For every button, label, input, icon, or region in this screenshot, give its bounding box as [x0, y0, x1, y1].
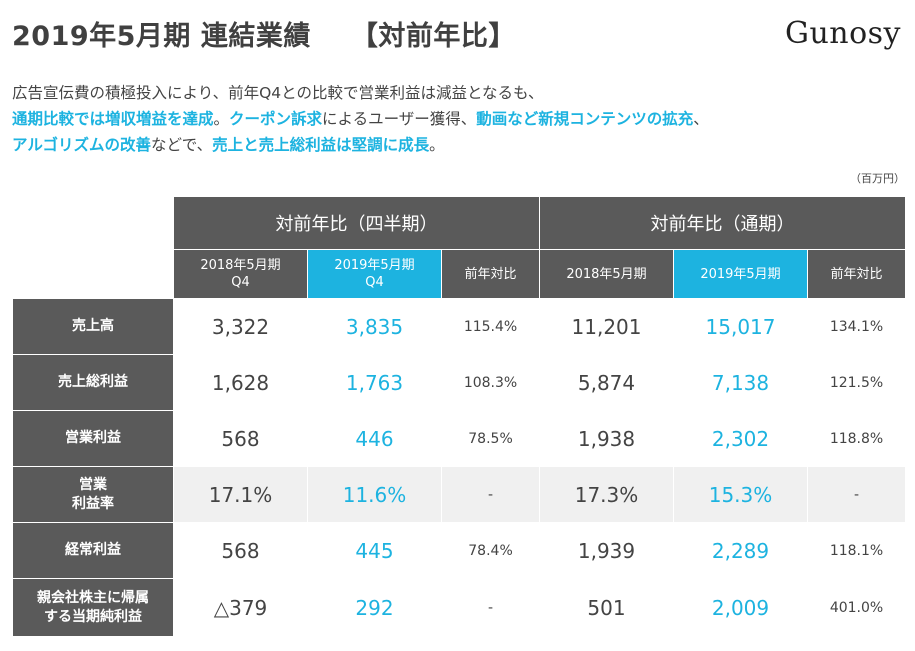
cell-q-prev: 1,628	[173, 354, 308, 411]
row-label: 利益率	[72, 495, 114, 512]
cell-q-yoy: 78.5%	[440, 410, 541, 467]
cell-f-prev: 1,939	[539, 522, 675, 579]
cell-q-prev: △379	[173, 578, 308, 637]
table-row-gross-profit: 売上総利益 1,628 1,763 108.3% 5,874 7,138 121…	[12, 354, 907, 411]
title-main: 2019年5月期 連結業績	[12, 21, 311, 52]
cell-f-yoy: 401.0%	[807, 578, 907, 637]
row-label: 営業利益	[65, 430, 121, 446]
cell-q-yoy: 78.4%	[440, 522, 541, 579]
summary-highlight: アルゴリズムの改善	[12, 136, 152, 154]
cell-f-cur: 15,017	[673, 298, 809, 355]
table-row-revenue: 売上高 3,322 3,835 115.4% 11,201 15,017 134…	[12, 298, 907, 355]
col-header-q-prev: 2018年5月期 Q4	[173, 249, 308, 299]
summary-highlight: 動画など新規コンテンツの拡充	[476, 110, 694, 128]
col-header-f-yoy: 前年対比	[807, 249, 907, 299]
row-header: 売上総利益	[12, 354, 174, 411]
col-header-f-cur: 2019年5月期	[673, 249, 809, 299]
summary-line-3: アルゴリズムの改善などで、売上と売上総利益は堅調に成長。	[12, 132, 709, 158]
cell-f-prev: 5,874	[539, 354, 675, 411]
cell-f-cur: 2,302	[673, 410, 809, 467]
results-table: 対前年比（四半期） 対前年比（通期） 2018年5月期 Q4 2019年5月期 Q4…	[12, 196, 907, 637]
cell-f-yoy: 121.5%	[807, 354, 907, 411]
cell-q-yoy: 115.4%	[440, 298, 541, 355]
cell-q-cur: 445	[307, 522, 442, 579]
col-header-text: Q4	[365, 275, 384, 290]
cell-f-yoy: -	[807, 466, 907, 523]
cell-q-yoy: 108.3%	[440, 354, 541, 411]
summary-line-1: 広告宣伝費の積極投入により、前年Q4との比較で営業利益は減益となるも、	[12, 80, 709, 106]
summary-text: によるユーザー獲得、	[322, 110, 477, 128]
gunosy-logo: Gunosy	[784, 16, 901, 51]
table-row-operating-margin: 営業利益率 17.1% 11.6% - 17.3% 15.3% -	[12, 466, 907, 523]
row-label: 売上高	[72, 318, 114, 334]
cell-q-cur: 292	[307, 578, 442, 637]
cell-f-yoy: 118.1%	[807, 522, 907, 579]
cell-f-yoy: 118.8%	[807, 410, 907, 467]
summary-text: 。	[429, 136, 445, 154]
cell-f-cur: 7,138	[673, 354, 809, 411]
group-header-row: 対前年比（四半期） 対前年比（通期）	[12, 196, 907, 299]
cell-q-prev: 568	[173, 522, 308, 579]
cell-f-prev: 17.3%	[539, 466, 675, 523]
col-header-f-prev: 2018年5月期	[539, 249, 675, 299]
col-header-text: 2019年5月期	[334, 258, 415, 273]
row-header: 売上高	[12, 298, 174, 355]
unit-label: （百万円）	[850, 172, 905, 185]
cell-f-cur: 2,289	[673, 522, 809, 579]
summary-text: 、	[693, 110, 709, 128]
cell-q-cur: 3,835	[307, 298, 442, 355]
row-label: 営業	[79, 476, 107, 493]
col-header-text: Q4	[231, 275, 250, 290]
summary-text-1: 広告宣伝費の積極投入により、前年Q4との比較で営業利益は減益となるも、	[12, 84, 544, 102]
col-header-text: 2018年5月期	[200, 258, 281, 273]
cell-q-yoy: -	[440, 578, 541, 637]
table-row-ordinary-profit: 経常利益 568 445 78.4% 1,939 2,289 118.1%	[12, 522, 907, 579]
cell-q-cur: 1,763	[307, 354, 442, 411]
row-header: 親会社株主に帰属 する当期純利益	[12, 578, 174, 637]
summary-highlight: 通期比較では増収増益を達成	[12, 110, 214, 128]
cell-q-cur: 11.6%	[307, 466, 442, 523]
col-header-q-yoy: 前年対比	[440, 249, 541, 299]
table-corner	[12, 196, 174, 299]
group-header-full-year: 対前年比（通期）	[539, 196, 907, 250]
sub-header-row: 2018年5月期 Q4 2019年5月期 Q4 前年対比 2018年5月期 2019…	[13, 249, 907, 299]
summary-line-2: 通期比較では増収増益を達成。クーポン訴求によるユーザー獲得、動画など新規コンテン…	[12, 106, 709, 132]
row-label: 経常利益	[65, 542, 121, 558]
row-header: 営業利益	[12, 410, 174, 467]
title-bracket: 【対前年比】	[350, 21, 516, 52]
row-header: 営業 利益率	[12, 466, 174, 523]
summary-highlight: クーポン訴求	[229, 110, 323, 128]
row-header: 経常利益	[12, 522, 174, 579]
page-title: 2019年5月期 連結業績 【対前年比】	[12, 14, 516, 53]
summary-highlight: 売上と売上総利益は堅調に成長	[212, 136, 430, 154]
cell-f-cur: 2,009	[673, 578, 809, 637]
cell-q-yoy: -	[440, 466, 541, 523]
cell-q-cur: 446	[307, 410, 442, 467]
group-header-quarter: 対前年比（四半期）	[172, 196, 541, 250]
table-row-net-income: 親会社株主に帰属 する当期純利益 △379 292 - 501 2,009 401…	[12, 578, 907, 637]
cell-f-cur: 15.3%	[673, 466, 809, 523]
col-header-q-cur: 2019年5月期 Q4	[307, 249, 442, 299]
cell-q-prev: 568	[173, 410, 308, 467]
row-label: 売上総利益	[58, 374, 128, 390]
row-label: 親会社株主に帰属	[37, 589, 149, 606]
summary-text: 。	[213, 110, 230, 128]
summary-text: 広告宣伝費の積極投入により、前年Q4との比較で営業利益は減益となるも、 通期比較…	[12, 80, 709, 158]
cell-f-prev: 501	[539, 578, 675, 637]
row-label: する当期純利益	[44, 608, 142, 625]
cell-f-prev: 1,938	[539, 410, 675, 467]
cell-q-prev: 17.1%	[173, 466, 308, 523]
cell-q-prev: 3,322	[173, 298, 308, 355]
cell-f-prev: 11,201	[539, 298, 675, 355]
table-row-operating-profit: 営業利益 568 446 78.5% 1,938 2,302 118.8%	[12, 410, 907, 467]
cell-f-yoy: 134.1%	[807, 298, 907, 355]
summary-text: などで、	[151, 136, 213, 154]
